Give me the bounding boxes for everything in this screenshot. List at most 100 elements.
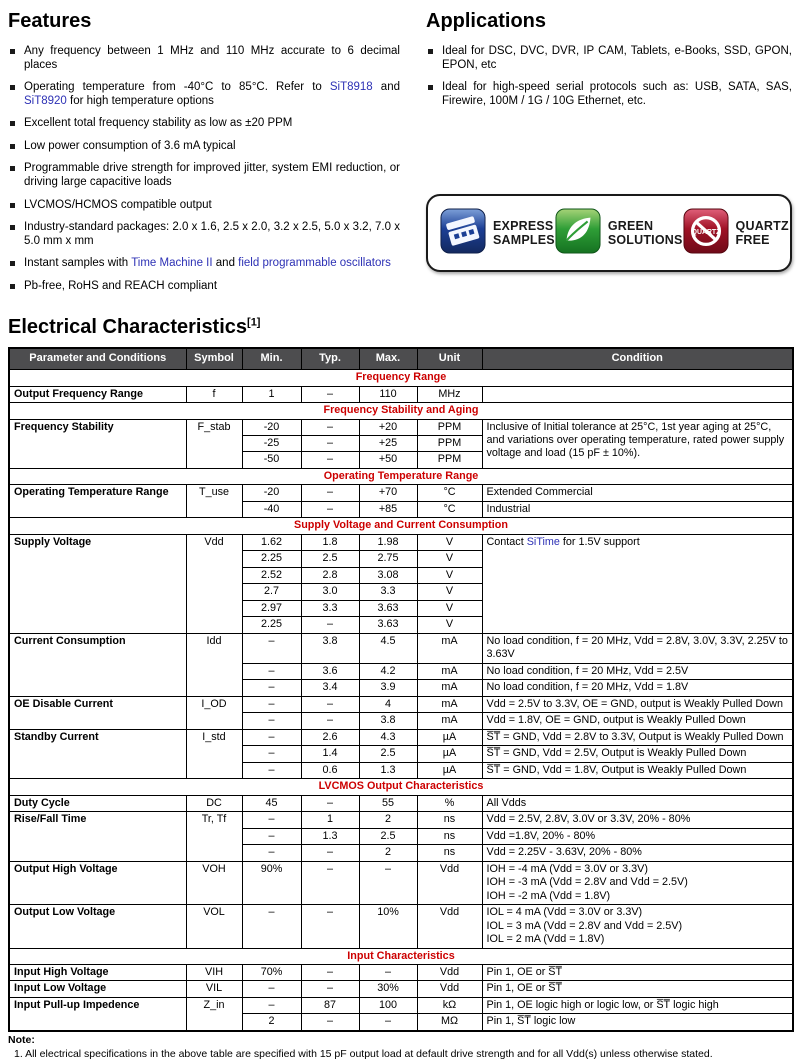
typ-cell: 0.6 <box>300 761 360 780</box>
bullet-text: Pb-free, RoHS and REACH compliant <box>24 280 217 294</box>
table-row: 2.25–3.63 V <box>9 616 793 634</box>
text-segment: and <box>372 81 400 94</box>
parameter-cell: Input High Voltage <box>8 963 187 982</box>
bullet-item: Industry-standard packages: 2.0 x 1.6, 2… <box>8 221 400 248</box>
badge-label-line: GREEN <box>607 218 654 233</box>
min-cell: – <box>241 844 302 862</box>
bullet-item: Excellent total frequency stability as l… <box>8 117 400 131</box>
max-cell: 3.8 <box>358 712 418 730</box>
table-row: Duty Cycle DC 45–55% All Vdds <box>8 794 794 813</box>
unit-cell: ns <box>416 811 483 829</box>
max-cell: +25 <box>358 434 418 453</box>
table-row: Standby Current I_std –2.6 4.3 µA S̅T̅ = GND,… <box>8 728 794 780</box>
bullet-text: Ideal for high-speed serial protocols su… <box>442 81 792 108</box>
square-bullet-icon <box>10 121 15 127</box>
bullet-item: Instant samples with Time Machine II and… <box>8 257 400 271</box>
bullet-text: LVCMOS/HCMOS compatible output <box>24 199 212 213</box>
features-title: Features <box>8 10 92 32</box>
min-cell: – <box>241 632 302 664</box>
min-cell: – <box>241 811 302 829</box>
link-sit8918[interactable]: SiT8918 <box>329 81 373 94</box>
title-text: Electrical Characteristics <box>8 316 248 339</box>
bullet-item: Any frequency between 1 MHz and 110 MHz … <box>8 45 400 72</box>
typ-cell: 3.4 <box>300 679 360 697</box>
unit-cell: PPM <box>416 434 483 453</box>
badge-green-solutions: GREEN SOLUTIONS <box>555 208 683 259</box>
parameter-cell: Rise/Fall Time <box>8 811 187 862</box>
badges-box: EXPRESS SAMPLES <box>426 194 792 273</box>
top-section: Features Any frequency between 1 MHz and… <box>8 8 792 302</box>
parameter-cell: Duty Cycle <box>8 794 187 813</box>
max-cell: 3.63 <box>358 616 418 634</box>
unit-cell: mA <box>416 712 483 730</box>
unit-cell: PPM <box>416 418 483 437</box>
unit-cell: % <box>416 794 483 813</box>
symbol-cell: F_stab <box>185 418 243 469</box>
text-segment: Operating temperature from -40°C to 85°C… <box>24 81 330 94</box>
table-row: Output Low Voltage VOL – –10% Vdd IOL = 4 mA … <box>8 904 794 949</box>
badge-express-samples: EXPRESS SAMPLES <box>440 208 555 259</box>
text-segment: Programmable drive strength for improved… <box>24 162 400 188</box>
square-bullet-icon <box>10 202 15 208</box>
min-cell: – <box>241 679 302 697</box>
max-cell: 3.08 <box>358 566 418 585</box>
link-sitime[interactable]: SiTime <box>526 535 560 548</box>
bullet-text: Industry-standard packages: 2.0 x 1.6, 2… <box>24 221 400 248</box>
section-row: Input Characteristics <box>8 947 794 965</box>
max-cell: +85 <box>358 500 418 519</box>
bullet-item: LVCMOS/HCMOS compatible output <box>8 199 400 213</box>
unit-cell: V <box>416 583 483 601</box>
typ-cell: – <box>300 385 360 404</box>
typ-cell: 2.6 <box>300 728 360 747</box>
table-row: –1.4 2.5 µA S̅T̅ = GND, Vdd = 2.5V, Output … <box>9 745 794 763</box>
text-segment: for high temperature options <box>66 94 214 107</box>
link-time-machine-ii[interactable]: Time Machine II <box>131 257 213 270</box>
max-cell: 3.3 <box>358 583 418 601</box>
condition-cell: No load condition, f = 20 MHz, Vdd = 2.8… <box>481 632 794 664</box>
bullet-item: Low power consumption of 3.6 mA typical <box>8 140 400 154</box>
section-title: Operating Temperature Range <box>8 467 794 486</box>
max-cell: 10% <box>358 904 418 949</box>
condition-cell: Vdd =1.8V, 20% - 80% <box>481 827 794 846</box>
bullet-item: Programmable drive strength for improved… <box>8 162 400 189</box>
max-cell: 3.9 <box>358 679 418 697</box>
parameter-cell: Supply Voltage <box>8 533 187 634</box>
symbol-cell: Z_in <box>185 996 243 1032</box>
condition-cell: Inclusive of Initial tolerance at 25°C, … <box>481 418 794 469</box>
condition-cell: Contact SiTime for 1.5V support <box>481 533 794 634</box>
max-cell: – <box>358 1013 418 1032</box>
link-field-programmable-oscillators[interactable]: field programmable oscillators <box>238 257 391 270</box>
unit-cell: V <box>416 599 483 618</box>
square-bullet-icon <box>428 49 433 54</box>
section-title: Input Characteristics <box>8 947 794 965</box>
badge-label-line: EXPRESS <box>493 218 554 233</box>
symbol-cell: f <box>185 385 243 404</box>
symbol-cell: VOL <box>185 904 243 949</box>
text-segment: Ideal for DSC, DVC, DVR, IP CAM, Tablets… <box>442 45 792 71</box>
unit-cell: µA <box>416 761 483 780</box>
min-cell: – <box>241 712 302 730</box>
unit-cell: Vdd <box>416 963 483 982</box>
symbol-cell: I_OD <box>185 695 243 730</box>
min-cell: 1.62 <box>241 533 302 552</box>
max-cell: 1.98 <box>358 533 418 552</box>
link-sit8920[interactable]: SiT8920 <box>24 94 67 107</box>
typ-cell: 3.3 <box>300 599 360 618</box>
condition-cell: Pin 1, OE or S̅T̅ <box>481 963 794 982</box>
typ-cell: 1 <box>300 811 360 829</box>
text-segment: Contact <box>486 535 527 548</box>
text-segment: LVCMOS/HCMOS compatible output <box>24 198 212 211</box>
typ-cell: – <box>300 794 360 813</box>
parameter-cell: Input Low Voltage <box>8 980 187 998</box>
unit-cell: mA <box>416 695 483 714</box>
parameter-cell: Frequency Stability <box>8 418 187 469</box>
symbol-cell: T_use <box>185 484 243 519</box>
parameter-cell: Operating Temperature Range <box>8 484 187 519</box>
note-block: Note: 1. All electrical specifications i… <box>8 1034 792 1061</box>
max-cell: 2.5 <box>358 827 418 846</box>
max-cell: 100 <box>358 996 418 1015</box>
max-cell: 110 <box>358 385 418 404</box>
table-row: Rise/Fall Time Tr, Tf –1 2 ns Vdd = 2.5V, 2.8… <box>8 811 794 862</box>
column-header-unit: Unit <box>416 347 483 371</box>
symbol-cell: I_std <box>185 728 243 780</box>
